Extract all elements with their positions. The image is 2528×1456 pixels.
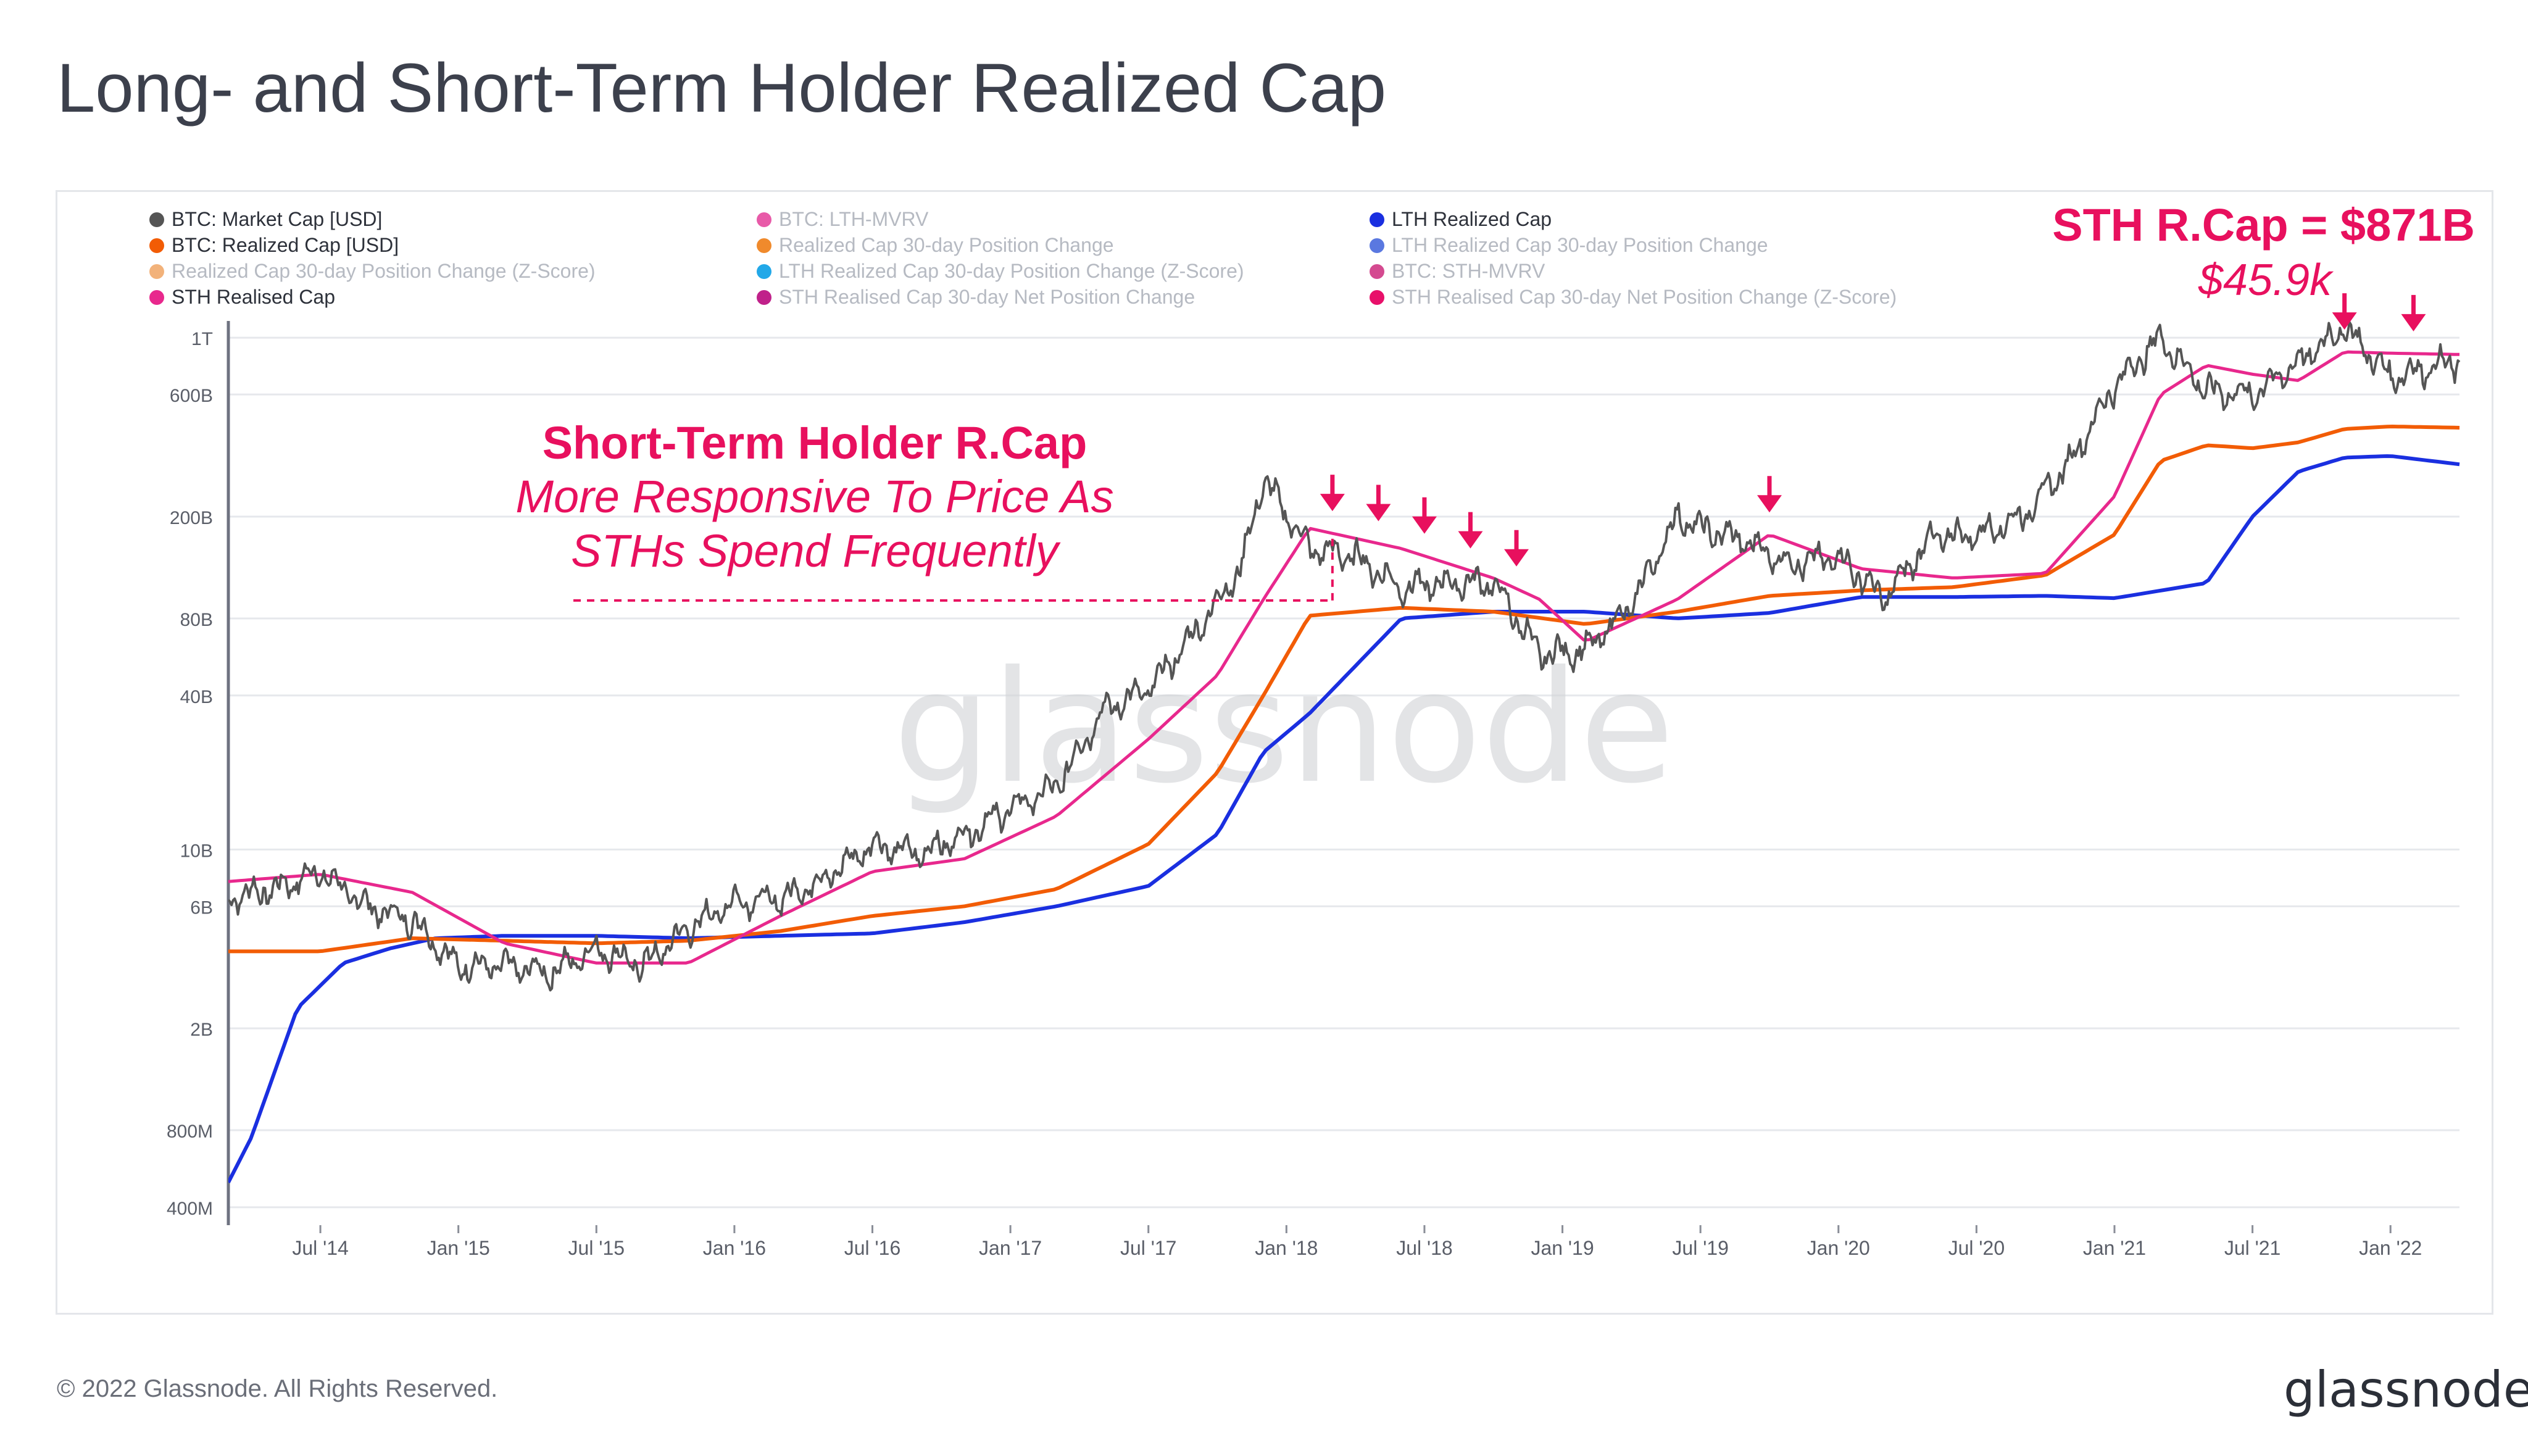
legend-swatch-icon bbox=[149, 264, 164, 279]
x-axis-ticks: Jul '14 Jan '15 Jul '15 Jan '16 Jul '16 Jan '… bbox=[292, 1225, 2422, 1259]
y-tick-label: 1T bbox=[191, 329, 213, 349]
legend-label: STH Realised Cap bbox=[172, 286, 335, 308]
arrow-down-icon bbox=[1504, 530, 1529, 567]
legend-swatch-icon bbox=[1370, 264, 1384, 279]
legend-item[interactable]: BTC: Realized Cap [USD] bbox=[149, 234, 399, 256]
legend-item[interactable]: BTC: STH-MVRV bbox=[1370, 260, 1545, 282]
x-tick-label: Jul '15 bbox=[568, 1237, 625, 1259]
y-tick-label: 400M bbox=[167, 1199, 213, 1219]
arrow-down-icon bbox=[2401, 294, 2426, 331]
legend-swatch-icon bbox=[149, 238, 164, 253]
legend-item[interactable]: Realized Cap 30-day Position Change (Z-S… bbox=[149, 260, 596, 282]
arrow-down-icon bbox=[2332, 293, 2357, 330]
series-group bbox=[228, 321, 2461, 1184]
x-tick-label: Jan '18 bbox=[1255, 1237, 1318, 1259]
brand-logo: glassnode bbox=[2284, 1361, 2528, 1418]
x-tick-label: Jan '21 bbox=[2083, 1237, 2146, 1259]
legend-item[interactable]: BTC: Market Cap [USD] bbox=[149, 208, 382, 230]
legend-swatch-icon bbox=[1370, 290, 1384, 305]
y-tick-label: 6B bbox=[190, 897, 213, 918]
series-line-lth-realized-cap bbox=[228, 454, 2460, 1184]
legend-label: Realized Cap 30-day Position Change bbox=[779, 234, 1114, 256]
legend-label: BTC: Market Cap [USD] bbox=[172, 208, 382, 230]
cap-value-annotation: STH R.Cap = $871B bbox=[2052, 199, 2475, 251]
x-tick-label: Jan '22 bbox=[2359, 1237, 2422, 1259]
y-axis-ticks: 1T 600B 200B 80B 40B 10B 6B 2B 800M 400M bbox=[167, 329, 213, 1219]
x-tick-label: Jan '16 bbox=[703, 1237, 766, 1259]
arrow-down-icon bbox=[1320, 475, 1345, 512]
legend-label: LTH Realized Cap 30-day Position Change … bbox=[779, 260, 1244, 282]
legend[interactable]: BTC: Market Cap [USD] BTC: Realized Cap [… bbox=[149, 208, 1897, 308]
dashed-reference bbox=[573, 533, 1334, 602]
legend-swatch-icon bbox=[757, 212, 771, 227]
x-tick-label: Jul '18 bbox=[1396, 1237, 1453, 1259]
legend-label: BTC: Realized Cap [USD] bbox=[172, 234, 399, 256]
series-line-sth-realized-cap bbox=[228, 350, 2460, 965]
legend-label: BTC: STH-MVRV bbox=[1392, 260, 1545, 282]
x-tick-label: Jul '14 bbox=[292, 1237, 349, 1259]
watermark: glassnode bbox=[893, 638, 1674, 817]
x-tick-label: Jan '17 bbox=[979, 1237, 1042, 1259]
legend-item[interactable]: STH Realised Cap 30-day Net Position Cha… bbox=[1370, 286, 1897, 308]
legend-label: STH Realised Cap 30-day Net Position Cha… bbox=[779, 286, 1195, 308]
sth-annotation-line2: STHs Spend Frequently bbox=[571, 525, 1061, 576]
y-tick-label: 80B bbox=[180, 610, 213, 630]
arrow-markers bbox=[1320, 293, 2426, 567]
legend-swatch-icon bbox=[1370, 212, 1384, 227]
legend-swatch-icon bbox=[757, 264, 771, 279]
legend-label: BTC: LTH-MVRV bbox=[779, 208, 929, 230]
legend-swatch-icon bbox=[1370, 238, 1384, 253]
legend-item[interactable]: Realized Cap 30-day Position Change bbox=[757, 234, 1114, 256]
chart-panel bbox=[56, 190, 2493, 1315]
x-tick-label: Jul '17 bbox=[1120, 1237, 1177, 1259]
arrow-down-icon bbox=[1412, 497, 1437, 534]
x-tick-label: Jan '15 bbox=[427, 1237, 490, 1259]
legend-item[interactable]: LTH Realized Cap bbox=[1370, 208, 1552, 230]
x-tick-label: Jan '19 bbox=[1531, 1237, 1594, 1259]
legend-item[interactable]: LTH Realized Cap 30-day Position Change bbox=[1370, 234, 1768, 256]
x-tick-label: Jul '16 bbox=[844, 1237, 901, 1259]
y-tick-label: 10B bbox=[180, 841, 213, 861]
series-line-market-cap bbox=[228, 321, 2461, 992]
legend-label: LTH Realized Cap 30-day Position Change bbox=[1392, 234, 1768, 256]
legend-label: STH Realised Cap 30-day Net Position Cha… bbox=[1392, 286, 1897, 308]
legend-swatch-icon bbox=[149, 212, 164, 227]
grid-lines bbox=[228, 336, 2459, 1208]
x-tick-label: Jul '21 bbox=[2224, 1237, 2281, 1259]
legend-item[interactable]: LTH Realized Cap 30-day Position Change … bbox=[757, 260, 1244, 282]
y-tick-label: 200B bbox=[170, 508, 213, 528]
legend-item[interactable]: STH Realised Cap 30-day Net Position Cha… bbox=[757, 286, 1195, 308]
legend-swatch-icon bbox=[149, 290, 164, 305]
legend-swatch-icon bbox=[757, 238, 771, 253]
x-tick-label: Jul '20 bbox=[1948, 1237, 2005, 1259]
arrow-down-icon bbox=[1366, 485, 1391, 522]
arrow-down-icon bbox=[1757, 476, 1782, 513]
legend-item[interactable]: STH Realised Cap bbox=[149, 286, 335, 308]
price-value-annotation: $45.9k bbox=[2198, 256, 2334, 305]
sth-annotation-heading: Short-Term Holder R.Cap bbox=[543, 417, 1087, 468]
x-tick-label: Jul '19 bbox=[1672, 1237, 1729, 1259]
legend-label: LTH Realized Cap bbox=[1392, 208, 1552, 230]
arrow-down-icon bbox=[1458, 512, 1483, 549]
copyright: © 2022 Glassnode. All Rights Reserved. bbox=[57, 1375, 498, 1402]
page-title: Long- and Short-Term Holder Realized Cap bbox=[57, 49, 1386, 127]
y-tick-label: 800M bbox=[167, 1121, 213, 1142]
legend-label: Realized Cap 30-day Position Change (Z-S… bbox=[172, 260, 596, 282]
y-tick-label: 40B bbox=[180, 687, 213, 707]
sth-annotation-line1: More Responsive To Price As bbox=[515, 471, 1113, 522]
x-tick-label: Jan '20 bbox=[1807, 1237, 1870, 1259]
y-tick-label: 2B bbox=[190, 1020, 213, 1040]
legend-item[interactable]: BTC: LTH-MVRV bbox=[757, 208, 929, 230]
y-tick-label: 600B bbox=[170, 386, 213, 406]
series-line-realized-cap bbox=[228, 425, 2460, 954]
legend-swatch-icon bbox=[757, 290, 771, 305]
